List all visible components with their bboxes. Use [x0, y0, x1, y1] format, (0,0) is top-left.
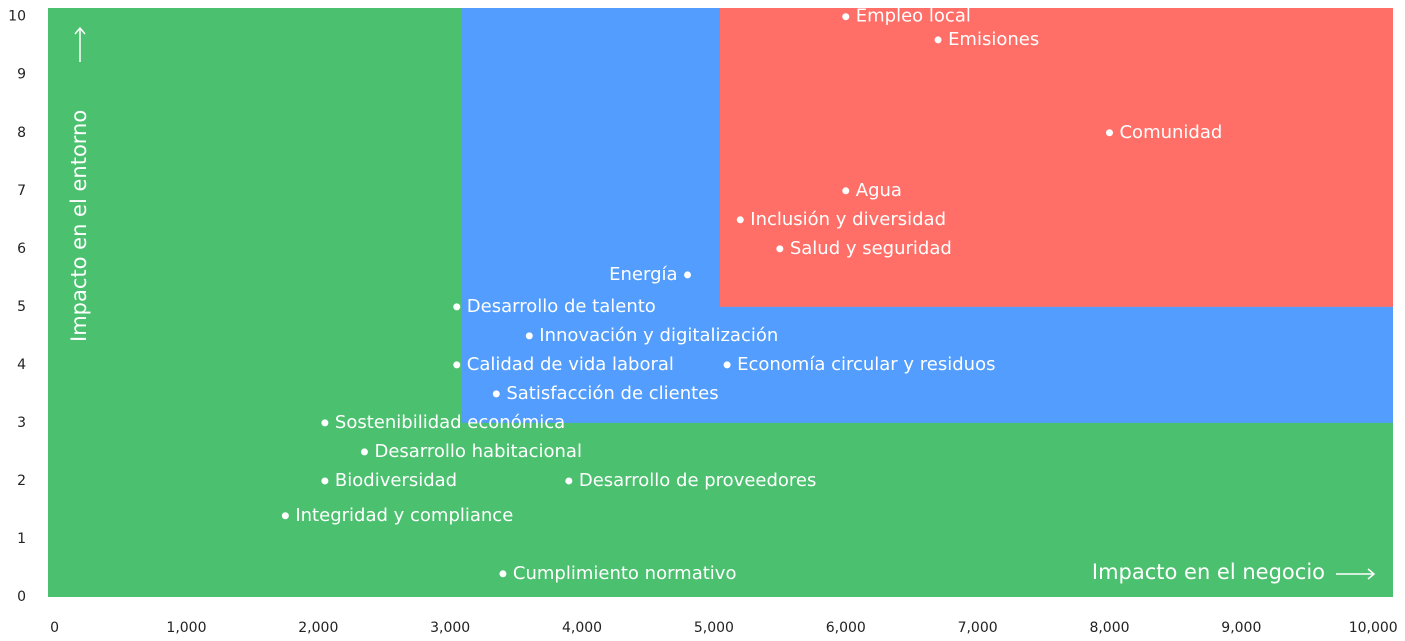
y-tick-label: 0 — [17, 589, 26, 605]
point-label: Satisfacción de clientes — [506, 383, 718, 404]
point — [842, 13, 850, 21]
point — [565, 477, 573, 485]
point — [723, 361, 731, 369]
y-axis-arrow — [74, 26, 86, 62]
y-tick-label: 5 — [17, 299, 26, 315]
point-label: Inclusión y diversidad — [750, 209, 946, 230]
point-label: Salud y seguridad — [790, 238, 952, 259]
x-axis-arrow — [1336, 568, 1376, 580]
y-tick-label: 2 — [17, 473, 26, 489]
point — [842, 187, 850, 195]
point — [499, 570, 507, 578]
y-tick-label: 9 — [17, 67, 26, 83]
point — [776, 245, 784, 253]
x-tick-label: 2,000 — [298, 620, 338, 636]
point-label: Integridad y compliance — [295, 505, 513, 526]
x-axis-title: Impacto en el negocio — [1092, 560, 1325, 584]
x-tick-label: 4,000 — [562, 620, 602, 636]
y-tick-label: 8 — [17, 125, 26, 141]
x-tick-label: 5,000 — [694, 620, 734, 636]
y-tick-label: 4 — [17, 357, 26, 373]
y-tick-label: 7 — [17, 183, 26, 199]
point-label: Innovación y digitalización — [539, 325, 778, 346]
point — [684, 271, 692, 279]
point-label: Emisiones — [948, 29, 1039, 50]
point — [360, 448, 368, 456]
y-tick-label: 3 — [17, 415, 26, 431]
x-tick-label: 3,000 — [430, 620, 470, 636]
point-label: Energía — [609, 264, 677, 285]
x-tick-label: 1,000 — [166, 620, 206, 636]
point — [1105, 129, 1113, 137]
point — [281, 512, 289, 520]
point — [321, 477, 329, 485]
point — [525, 332, 533, 340]
x-tick-label: 0 — [50, 620, 59, 636]
point — [934, 36, 942, 44]
x-tick-label: 6,000 — [826, 620, 866, 636]
point-label: Cumplimiento normativo — [513, 563, 737, 584]
point-label: Calidad de vida laboral — [467, 354, 674, 375]
point-label: Comunidad — [1119, 122, 1222, 143]
point-label: Biodiversidad — [335, 470, 457, 491]
y-tick-label: 1 — [17, 531, 26, 547]
region — [719, 8, 1393, 307]
point-label: Agua — [856, 180, 902, 201]
point — [492, 390, 500, 398]
y-tick-label: 6 — [17, 241, 26, 257]
point-label: Desarrollo de proveedores — [579, 470, 817, 491]
x-tick-label: 8,000 — [1089, 620, 1129, 636]
point-label: Sostenibilidad económica — [335, 412, 565, 433]
y-tick-label: 10 — [8, 9, 26, 25]
point-label: Desarrollo de talento — [467, 296, 656, 317]
point — [321, 419, 329, 427]
x-tick-label: 9,000 — [1221, 620, 1261, 636]
point-label: Desarrollo habitacional — [374, 441, 581, 462]
point — [736, 216, 744, 224]
point — [453, 361, 461, 369]
x-tick-label: 7,000 — [958, 620, 998, 636]
point-label: Economía circular y residuos — [737, 354, 995, 375]
y-axis-title: Impacto en el entorno — [67, 110, 91, 342]
point-label: Empleo local — [856, 6, 971, 27]
point — [453, 303, 461, 311]
x-tick-label: 10,000 — [1349, 620, 1398, 636]
